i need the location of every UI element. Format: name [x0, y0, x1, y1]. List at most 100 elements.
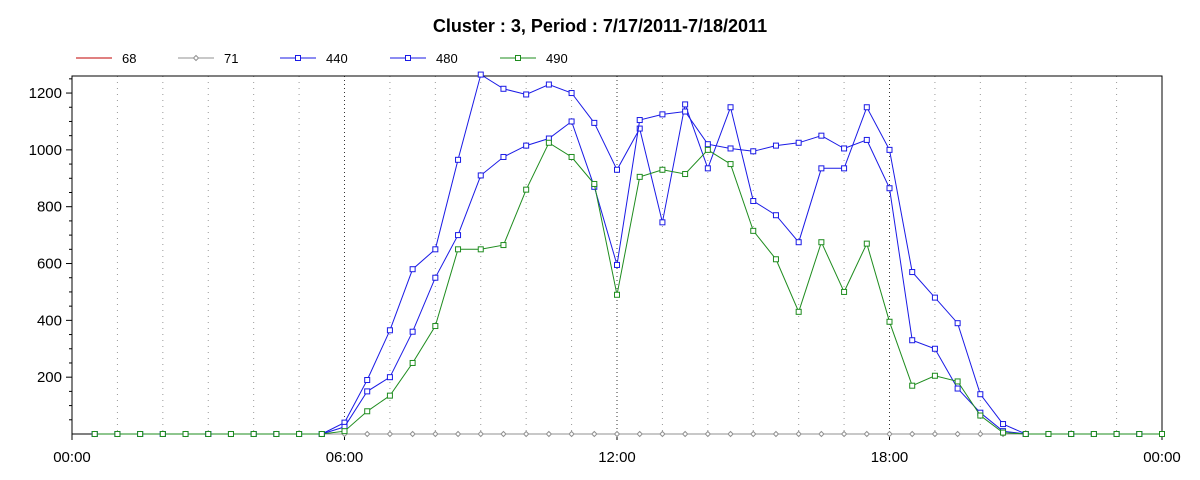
data-point	[909, 430, 916, 438]
data-point	[636, 125, 643, 132]
data-point	[659, 166, 666, 173]
data-point	[1068, 431, 1075, 437]
data-point	[455, 156, 462, 163]
data-point	[681, 430, 689, 438]
data-point	[500, 85, 507, 92]
data-point	[1159, 431, 1165, 437]
data-point	[863, 136, 870, 143]
data-point	[841, 288, 848, 295]
data-point	[886, 318, 893, 325]
data-point	[1090, 431, 1097, 437]
series-440	[91, 71, 1165, 437]
data-point	[772, 142, 779, 149]
data-point	[455, 246, 462, 253]
legend-item-480: 480	[390, 51, 458, 66]
data-point	[1045, 431, 1052, 437]
data-point	[1000, 429, 1007, 436]
y-tick-label: 400	[37, 312, 62, 329]
y-tick-label: 800	[37, 199, 62, 216]
data-point	[137, 431, 144, 437]
data-point	[568, 153, 575, 160]
data-point	[91, 431, 98, 437]
data-point	[682, 101, 689, 108]
data-point	[795, 139, 802, 146]
data-point	[432, 430, 439, 438]
data-point	[863, 240, 870, 247]
data-point	[863, 430, 870, 438]
data-point	[727, 161, 734, 168]
legend-label: 71	[224, 51, 238, 66]
series-line-480	[94, 110, 1162, 435]
data-point	[613, 430, 621, 438]
data-point	[250, 431, 257, 437]
data-point	[863, 104, 870, 111]
data-point	[568, 430, 575, 438]
data-point	[545, 430, 553, 438]
data-point	[841, 165, 848, 172]
data-point	[772, 212, 779, 219]
legend-marker	[515, 55, 521, 61]
data-point	[818, 165, 825, 172]
data-point	[432, 323, 439, 330]
series-layer	[91, 71, 1166, 438]
data-point	[818, 132, 825, 139]
data-point	[909, 269, 916, 276]
legend-label: 490	[546, 51, 568, 66]
y-tick-label: 1000	[29, 142, 62, 159]
data-point	[227, 431, 234, 437]
data-point	[364, 388, 371, 395]
chart-legend: 68 71 440 480 490	[76, 51, 568, 66]
data-point	[909, 382, 916, 389]
legend-item-440: 440	[280, 51, 348, 66]
data-point	[477, 430, 484, 438]
chart-grid	[116, 76, 1118, 434]
legend-item-490: 490	[500, 51, 568, 66]
data-point	[772, 430, 780, 438]
data-point	[386, 374, 393, 381]
data-point	[1022, 431, 1029, 437]
legend-label: 68	[122, 51, 136, 66]
data-point	[636, 430, 643, 438]
data-point	[727, 430, 734, 438]
x-tick-label: 00:00	[1143, 449, 1181, 466]
data-point	[454, 430, 462, 438]
data-point	[341, 428, 348, 435]
data-point	[500, 153, 507, 160]
legend-label: 480	[436, 51, 458, 66]
data-point	[477, 71, 484, 78]
data-point	[886, 430, 893, 438]
data-point	[273, 431, 280, 437]
legend-marker	[192, 54, 200, 62]
data-point	[750, 430, 757, 438]
data-point	[568, 118, 575, 125]
data-point	[704, 141, 711, 148]
data-point	[977, 391, 984, 398]
y-tick-label: 600	[37, 256, 62, 273]
series-line-440	[94, 73, 1162, 435]
data-point	[659, 219, 666, 226]
data-point	[704, 430, 712, 438]
data-point	[364, 377, 371, 384]
data-point	[591, 180, 598, 187]
data-point	[772, 256, 779, 263]
data-point	[477, 246, 484, 253]
data-point	[545, 139, 552, 146]
data-point	[364, 408, 371, 415]
data-point	[954, 430, 961, 438]
data-point	[886, 146, 893, 153]
data-point	[409, 430, 416, 438]
series-480	[91, 108, 1165, 437]
data-point	[682, 108, 689, 115]
data-point	[205, 431, 212, 437]
y-tick-label: 1200	[29, 85, 62, 102]
series-490	[91, 139, 1165, 437]
data-point	[750, 227, 757, 234]
data-point	[795, 308, 802, 315]
data-point	[523, 91, 530, 98]
data-point	[931, 294, 938, 301]
data-point	[409, 266, 416, 273]
data-point	[954, 385, 961, 392]
data-point	[409, 328, 416, 335]
data-point	[659, 430, 666, 438]
chart-axes: 00:00 06:00 12:00 18:00 00:00 200 400 600 800 100…	[29, 78, 1181, 466]
